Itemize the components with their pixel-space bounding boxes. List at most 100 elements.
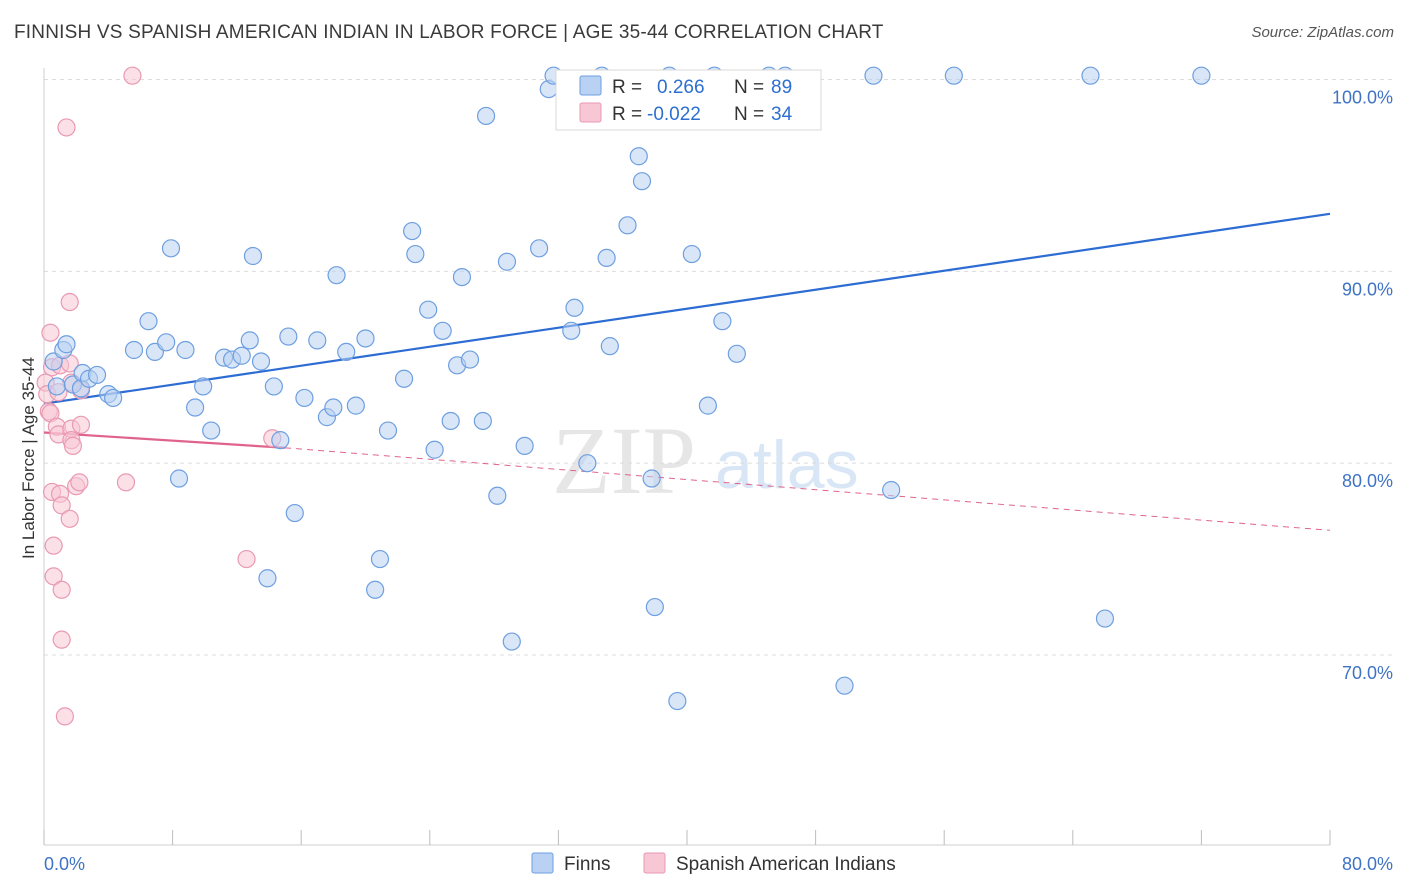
- point-finns: [835, 676, 854, 695]
- point-finns: [452, 267, 472, 287]
- legend-n-value-spanish: 34: [771, 104, 793, 125]
- chart-title: FINNISH VS SPANISH AMERICAN INDIAN IN LA…: [14, 22, 884, 43]
- point-finns: [1081, 66, 1100, 85]
- point-finns: [618, 216, 637, 235]
- point-finns: [645, 597, 664, 617]
- point-finns: [433, 321, 452, 340]
- legend-n-value-finns: 89: [771, 77, 792, 98]
- point-spanish: [60, 509, 79, 528]
- point-finns: [1095, 609, 1115, 628]
- point-finns: [698, 396, 717, 415]
- point-spanish: [71, 415, 91, 434]
- point-finns: [346, 396, 365, 415]
- bottom-legend-swatch-finns: [531, 852, 554, 874]
- y-tick-label: 100.0%: [1332, 88, 1393, 108]
- point-finns: [502, 632, 521, 651]
- watermark-atlas: atlas: [715, 427, 859, 503]
- point-finns: [240, 331, 259, 350]
- point-finns: [104, 388, 123, 408]
- point-finns: [232, 346, 251, 365]
- point-finns: [251, 352, 271, 371]
- x-tick-label: 80.0%: [1342, 854, 1393, 874]
- legend-swatch-finns: [579, 75, 602, 96]
- point-finns: [713, 312, 732, 331]
- point-spanish: [57, 118, 76, 137]
- point-finns: [1192, 66, 1211, 85]
- bottom-legend-swatch-spanish: [643, 852, 666, 874]
- point-finns: [882, 480, 901, 500]
- point-finns: [243, 246, 263, 266]
- point-spanish: [44, 567, 63, 586]
- point-finns: [186, 398, 205, 417]
- bottom-legend-spanish: Spanish American Indians: [676, 854, 896, 875]
- point-finns: [378, 421, 398, 440]
- watermark-zip: ZIP: [552, 407, 696, 514]
- point-spanish: [70, 473, 89, 492]
- gridlines: [44, 79, 1392, 656]
- point-finns: [497, 252, 517, 271]
- point-finns: [864, 66, 883, 85]
- point-finns: [727, 344, 746, 363]
- point-finns: [565, 298, 584, 317]
- point-spanish: [63, 436, 83, 456]
- y-tick-label: 80.0%: [1342, 471, 1393, 491]
- axes: [43, 68, 1331, 846]
- trendline-spanish: [43, 431, 286, 449]
- point-finns: [295, 388, 314, 408]
- point-finns: [642, 469, 661, 488]
- point-spanish: [60, 292, 79, 312]
- bottom-legend-finns: Finns: [564, 854, 610, 875]
- point-spanish: [52, 496, 71, 515]
- point-finns: [139, 312, 158, 331]
- trendlines: [43, 212, 1331, 531]
- point-finns: [682, 244, 701, 264]
- point-finns: [366, 580, 385, 599]
- point-spanish: [52, 630, 71, 649]
- point-spanish: [41, 323, 60, 342]
- watermark: ZIP atlas: [552, 407, 859, 514]
- point-spanish: [55, 707, 74, 726]
- point-finns: [285, 503, 304, 523]
- legend-r-label-spanish: R =: [612, 104, 642, 125]
- point-spanish: [237, 549, 256, 569]
- point-finns: [441, 411, 460, 431]
- point-finns: [515, 436, 534, 456]
- point-finns: [169, 469, 189, 488]
- source-note: Source: ZipAtlas.com: [1251, 24, 1394, 41]
- legend-n-label-spanish: N =: [734, 104, 764, 125]
- point-finns: [488, 486, 507, 505]
- trendline-finns: [43, 212, 1331, 405]
- data-points: [36, 66, 1211, 726]
- point-spanish: [52, 580, 71, 599]
- point-finns: [406, 244, 425, 264]
- point-finns: [271, 431, 290, 450]
- point-finns: [460, 350, 480, 369]
- y-axis-title: In Labor Force | Age 35-44: [19, 357, 38, 559]
- point-finns: [370, 549, 390, 569]
- point-finns: [258, 569, 277, 588]
- series-legend: Finns Spanish American Indians: [531, 852, 896, 875]
- legend-swatch-spanish: [579, 102, 602, 123]
- legend-r-value-spanish: -0.022: [647, 104, 701, 125]
- point-finns: [629, 147, 648, 166]
- point-finns: [47, 377, 66, 396]
- y-tick-label: 90.0%: [1342, 279, 1393, 299]
- point-finns: [124, 340, 144, 360]
- point-finns: [944, 66, 963, 85]
- y-tick-label: 70.0%: [1342, 663, 1393, 683]
- point-finns: [473, 411, 492, 431]
- point-finns: [530, 239, 549, 258]
- point-finns: [157, 333, 176, 352]
- point-finns: [324, 398, 343, 417]
- legend-r-value-finns: 0.266: [657, 77, 705, 98]
- point-finns: [337, 342, 356, 362]
- point-finns: [356, 329, 375, 348]
- point-spanish: [44, 536, 63, 555]
- point-finns: [419, 300, 438, 319]
- point-finns: [202, 421, 221, 440]
- x-tick-label: 0.0%: [44, 854, 85, 874]
- point-finns: [403, 221, 422, 241]
- x-tick-labels: 0.0% 80.0%: [44, 854, 1393, 874]
- point-finns: [597, 248, 616, 268]
- point-finns: [264, 377, 283, 396]
